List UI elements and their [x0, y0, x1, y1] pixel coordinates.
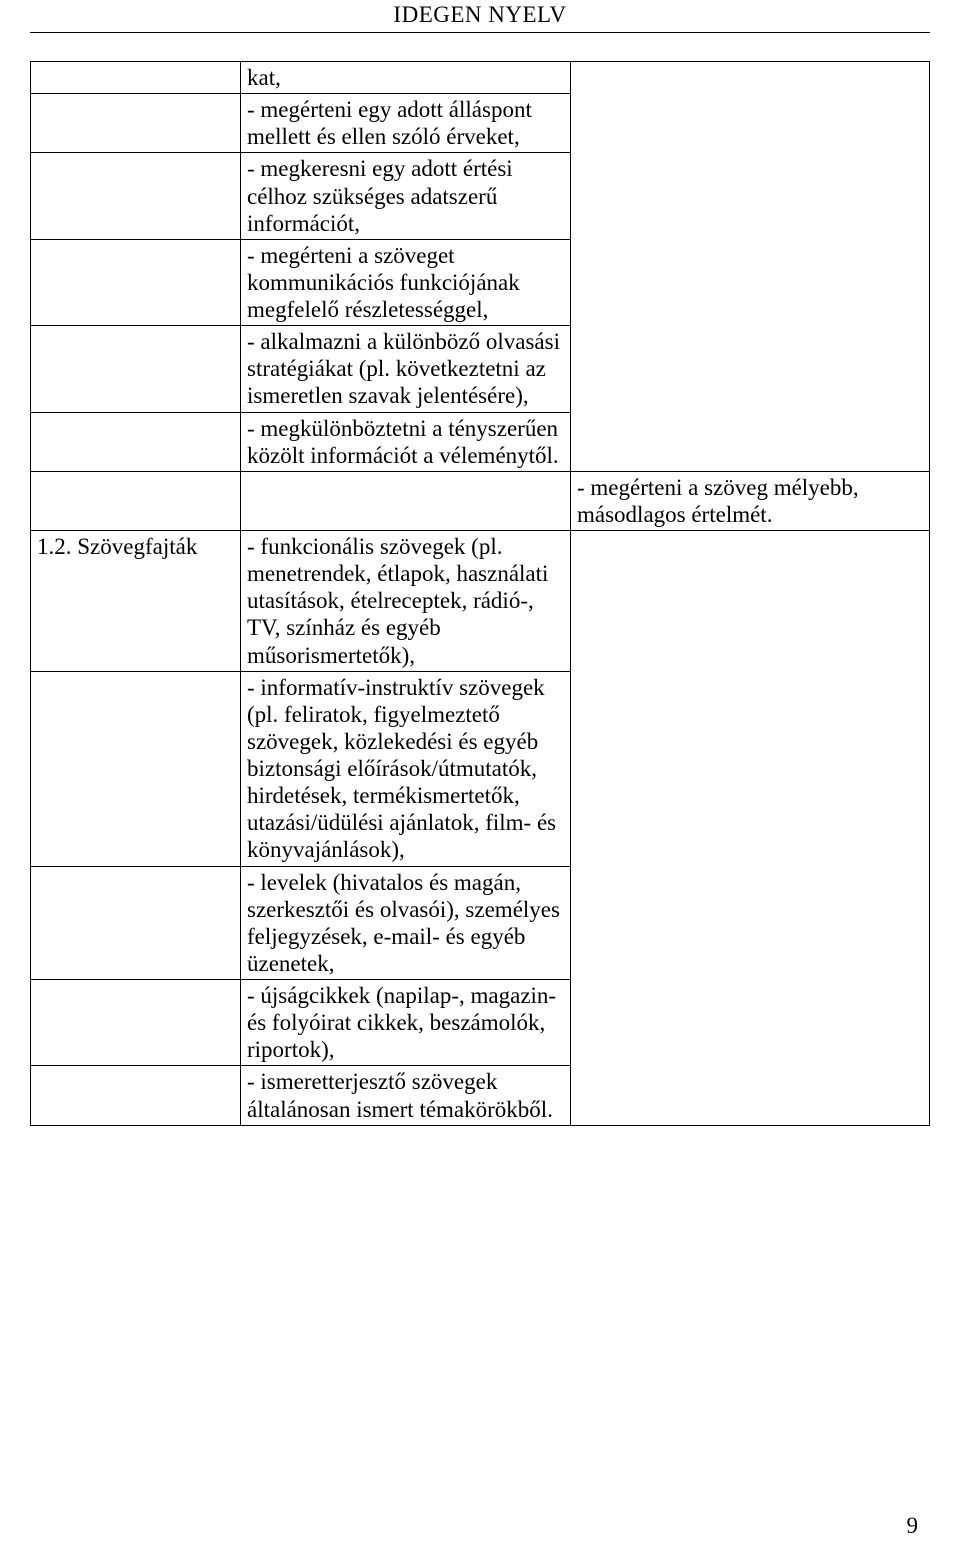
col-content: - levelek (hivatalos és magán, szerkeszt… [241, 866, 571, 980]
col-content: - megérteni a szöveget kommunikációs fun… [241, 239, 571, 325]
col-content [241, 471, 571, 530]
col-content: - funkcionális szövegek (pl. menetrendek… [241, 531, 571, 672]
col-topic [31, 153, 241, 239]
col-topic [31, 471, 241, 530]
col-topic [31, 866, 241, 980]
col-content: - alkalmazni a különböző olvasási straté… [241, 326, 571, 412]
col-content: - újságcikkek (napilap-, magazin- és fol… [241, 980, 571, 1066]
col-topic [31, 980, 241, 1066]
col-note: - megérteni a szöveg mélyebb, másodlagos… [571, 471, 930, 530]
col-topic [31, 62, 241, 94]
col-topic [31, 326, 241, 412]
col-topic: 1.2. Szövegfajták [31, 531, 241, 672]
page-header: IDEGEN NYELV [30, 0, 930, 33]
col-topic [31, 671, 241, 866]
col-content: - megkülönböztetni a tényszerűen közölt … [241, 412, 571, 471]
content-table: kat, - megérteni egy adott álláspont mel… [30, 61, 930, 1126]
page-container: IDEGEN NYELV kat, - megérteni egy adott … [0, 0, 960, 1557]
table-row: 1.2. Szövegfajták - funkcionális szövege… [31, 531, 930, 672]
col-content: - megkeresni egy adott értési célhoz szü… [241, 153, 571, 239]
col-note [571, 62, 930, 472]
col-topic [31, 239, 241, 325]
col-content: kat, [241, 62, 571, 94]
col-content: - ismeretterjesztő szövegek általánosan … [241, 1066, 571, 1125]
col-topic [31, 412, 241, 471]
col-content: - informatív-instruktív szövegek (pl. fe… [241, 671, 571, 866]
col-topic [31, 1066, 241, 1125]
col-note [571, 531, 930, 1126]
col-content: - megérteni egy adott álláspont mellett … [241, 94, 571, 153]
table-row: - megérteni a szöveg mélyebb, másodlagos… [31, 471, 930, 530]
col-topic [31, 94, 241, 153]
page-number: 9 [907, 1513, 919, 1539]
table-row: kat, [31, 62, 930, 94]
